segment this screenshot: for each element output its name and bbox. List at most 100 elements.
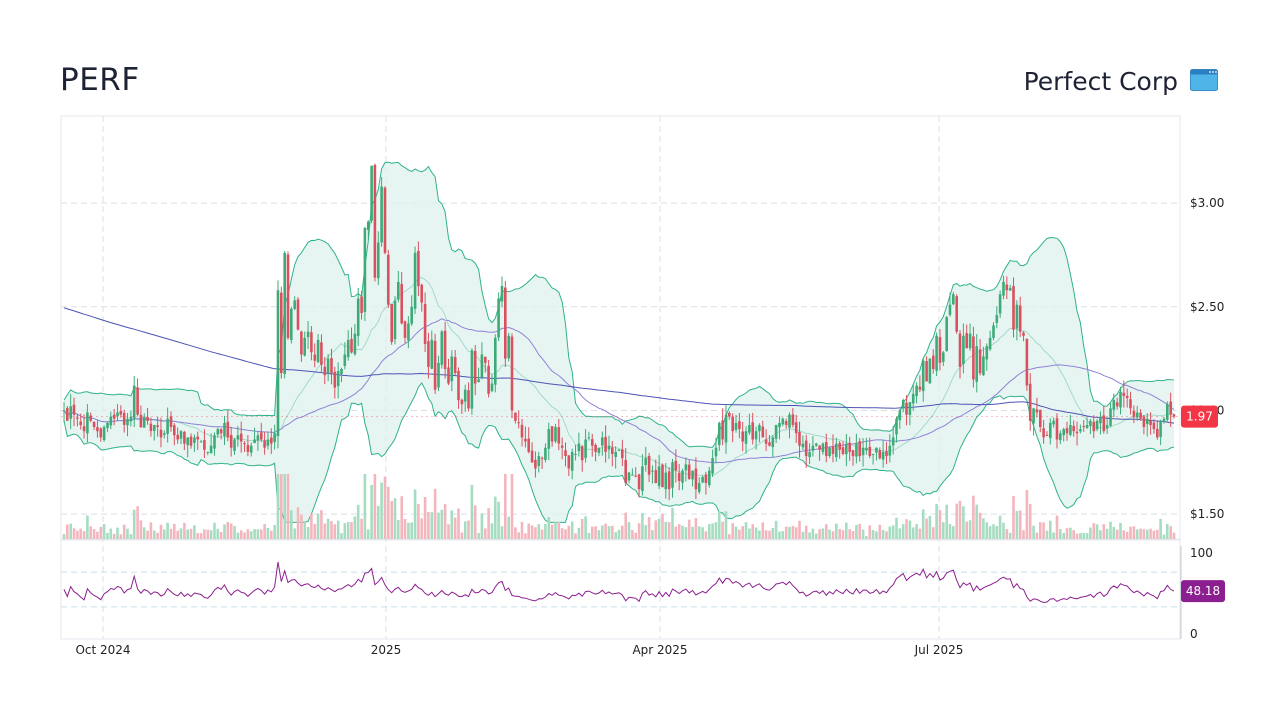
volume-bar [788,526,791,539]
volume-bar [1102,524,1106,539]
volume-bar [1169,526,1172,539]
volume-bar [380,482,383,539]
candle-body [677,473,681,481]
time-tick-label: Apr 2025 [632,643,687,657]
volume-bar [918,528,922,539]
volume-bar [557,522,561,539]
volume-bar [621,525,624,539]
candle-body [243,443,246,445]
volume-bar [982,518,985,539]
candle-body [102,427,106,440]
volume-bar [209,530,213,539]
volume-bar [744,522,748,539]
candle-body [219,429,223,434]
volume-bar [597,530,601,539]
volume-bar [92,529,96,539]
volume-bar [410,522,413,539]
candle-body [477,379,480,382]
candle-body [637,474,641,490]
candle-body [567,455,571,469]
rsi-panel-frame [60,539,1181,640]
volume-bar [667,522,671,539]
candle-body [1156,428,1159,438]
candle-body [1172,414,1176,417]
volume-bar [387,486,390,539]
candle-body [86,412,89,434]
volume-bar [296,507,300,539]
volume-bar [875,531,878,539]
candle-body [918,386,922,390]
candle-body [400,284,403,324]
volume-bar [868,525,872,539]
candle-body [708,470,711,486]
volume-bar [1072,530,1075,539]
volume-bar [915,524,918,539]
volume-bar [1162,534,1166,539]
candle-body [952,294,955,305]
candle-body [480,354,484,378]
candle-body [1166,404,1169,420]
candle-body [848,442,851,452]
volume-bar [938,510,942,539]
volume-bar [106,532,109,539]
candle-body [537,456,541,466]
candle-body [614,451,617,457]
volume-bar [166,522,169,539]
volume-bar [1002,522,1005,539]
candle-body [771,437,775,448]
volume-bar [239,530,243,539]
volume-bar [1149,528,1152,539]
candle-body [828,447,831,456]
candle-body [313,354,317,361]
volume-bar [560,528,564,539]
candle-body [891,437,895,446]
volume-bar [494,496,497,539]
candle-body [270,437,273,444]
volume-bar [517,532,520,539]
candle-body [584,439,587,458]
candle-body [968,333,972,349]
candle-body [748,425,751,433]
candle-body [286,254,290,338]
candle-body [928,358,932,384]
volume-bar [467,520,470,539]
volume-bar [851,531,855,539]
sma-50-line [63,318,1175,464]
candle-body [179,431,183,439]
volume-bar [393,498,397,539]
volume-bar [570,521,574,539]
candle-body [815,443,818,446]
candle-body [183,431,186,444]
volume-bar [336,520,340,539]
candle-body [861,447,865,456]
volume-bar [306,527,310,539]
candle-body [1162,418,1166,422]
price-tick-label: $1.50 [1190,507,1224,521]
volume-bar [627,522,631,539]
candle-body [935,335,938,371]
candle-body [718,422,721,445]
candle-body [577,443,581,452]
candle-body [79,421,82,425]
volume-bar [607,526,611,539]
candle-body [380,186,383,243]
volume-bar [821,528,825,539]
candle-body [1055,418,1059,440]
candle-body [300,331,303,355]
candle-body [92,421,96,427]
candle-body [320,342,323,365]
candle-body [838,443,841,450]
volume-bar [1005,529,1009,539]
candle-body [781,418,785,425]
candle-body [336,371,340,387]
rsi-value-tag [1181,580,1225,603]
candle-body [932,355,935,369]
candle-body [72,404,76,415]
volume-bar [430,512,434,539]
volume-bar [484,528,487,539]
volume-bar [694,518,698,539]
candle-body [1105,425,1109,429]
candle-body [350,338,353,353]
candle-body [1119,391,1122,408]
